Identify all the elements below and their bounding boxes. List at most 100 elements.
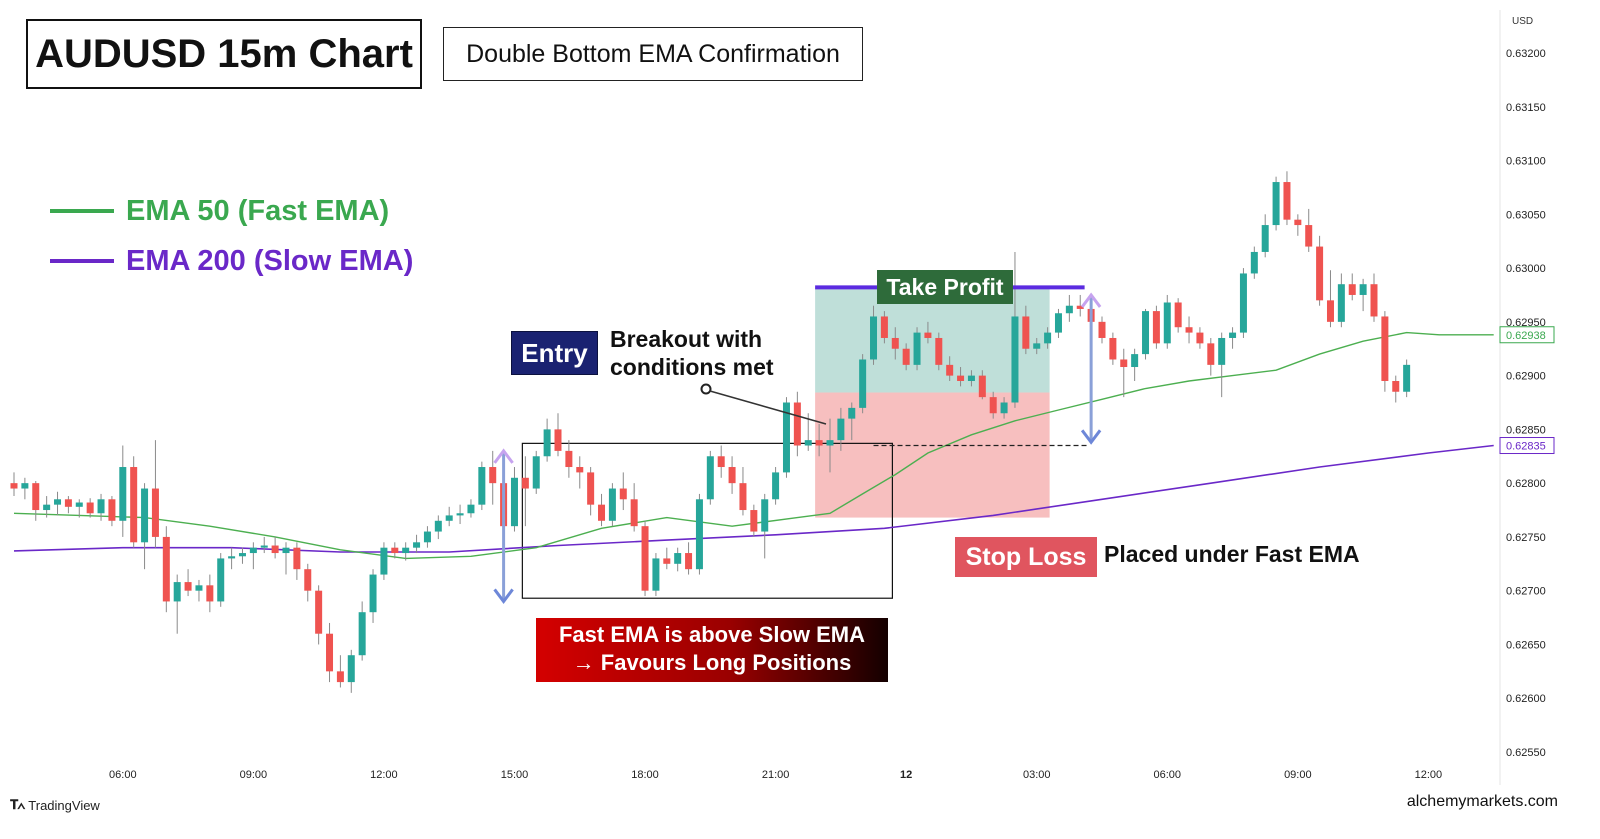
candle-body — [717, 456, 725, 468]
candle-body — [86, 502, 94, 514]
candle-body — [750, 510, 758, 532]
candle — [1065, 294, 1073, 322]
axis-currency: USD — [1512, 16, 1534, 27]
candle-body — [64, 499, 72, 507]
candle-body — [326, 633, 334, 672]
candle-body — [989, 397, 997, 414]
slow-ema-price-label: 0.62835 — [1499, 437, 1555, 455]
candle — [554, 413, 562, 457]
candle-body — [1011, 316, 1019, 403]
candle — [891, 327, 899, 360]
candle — [260, 536, 268, 554]
candle — [924, 321, 932, 344]
candle — [935, 332, 943, 371]
pointer-dot — [700, 383, 712, 395]
candle-body — [826, 440, 834, 446]
candle — [1305, 208, 1313, 252]
measure-arrow-head-up — [493, 448, 514, 464]
candle — [1044, 327, 1052, 349]
legend: EMA 50 (Fast EMA) EMA 200 (Slow EMA) — [50, 186, 413, 286]
candle-body — [946, 364, 954, 376]
candle-body — [130, 467, 138, 543]
candle — [1011, 251, 1019, 408]
tradingview-logo: 𝐓∧ TradingView — [10, 797, 100, 813]
time-tick-label: 03:00 — [1023, 769, 1051, 781]
candle-body — [228, 556, 236, 559]
candle-body — [141, 488, 149, 543]
candle-body — [75, 502, 83, 507]
candle-body — [10, 483, 18, 489]
time-tick-label: 09:00 — [240, 769, 268, 781]
candle — [1131, 348, 1139, 381]
trade-zones — [815, 287, 1050, 518]
candle — [750, 504, 758, 537]
candle — [1261, 214, 1269, 258]
candle — [1000, 397, 1008, 419]
candle-body — [630, 499, 638, 527]
candle — [151, 440, 159, 548]
candle — [369, 569, 377, 623]
candle — [1098, 316, 1106, 344]
candle — [1109, 332, 1117, 365]
candle — [706, 450, 714, 505]
candle — [162, 526, 170, 613]
candle — [1033, 337, 1041, 355]
site-watermark: alchemymarkets.com — [1406, 793, 1558, 810]
legend-item-slow-ema: EMA 200 (Slow EMA) — [50, 236, 413, 286]
price-tick-label: 0.62950 — [1506, 317, 1546, 329]
candle — [859, 354, 867, 414]
candle — [413, 534, 421, 554]
candle-body — [32, 483, 40, 511]
candle-body — [870, 316, 878, 360]
take-profit-label: Take Profit — [877, 270, 1013, 304]
candle-body — [554, 429, 562, 451]
candle — [1316, 235, 1324, 306]
candle — [1152, 305, 1160, 349]
time-tick-label: 12 — [900, 769, 912, 781]
price-axis: 0.63200 0.63150 0.63100 0.63050 0.63000 0.629… — [1499, 48, 1555, 759]
candle — [587, 467, 595, 516]
candle-body — [1142, 311, 1150, 355]
candle — [619, 472, 627, 511]
candle — [1348, 273, 1356, 301]
candle-body — [162, 536, 170, 602]
candle-body — [663, 558, 671, 564]
candle — [75, 499, 83, 518]
ema-lines — [13, 331, 1494, 560]
candle — [598, 493, 606, 527]
measure-arrow — [1080, 292, 1102, 445]
candle-body — [891, 337, 899, 349]
candle-body — [1131, 354, 1139, 368]
ema-condition-line1: Fast EMA is above Slow EMA — [558, 622, 866, 647]
legend-swatch-fast-ema — [50, 209, 114, 213]
pattern-box — [521, 442, 893, 599]
candle-body — [97, 499, 105, 514]
candle-body — [358, 612, 366, 656]
price-tick-label: 0.62650 — [1506, 639, 1546, 651]
candle — [195, 579, 203, 602]
candle — [119, 445, 127, 537]
candle — [510, 467, 518, 532]
candle — [282, 542, 290, 575]
candle — [10, 472, 18, 497]
candle-body — [641, 526, 649, 591]
candle — [1229, 327, 1237, 349]
price-label-box — [1499, 326, 1555, 344]
candle-body — [848, 407, 856, 419]
candle — [326, 622, 334, 683]
candle — [249, 542, 257, 570]
candle-body — [587, 472, 595, 505]
candle-body — [1229, 332, 1237, 338]
price-label-box — [1499, 437, 1555, 455]
measure-arrow-head-up — [1080, 292, 1102, 308]
candle-body — [1294, 219, 1302, 226]
candle-body — [434, 520, 442, 532]
candle-body — [467, 504, 475, 514]
candle-body — [1000, 402, 1008, 414]
candle-body — [1403, 364, 1411, 392]
candle-body — [739, 483, 747, 511]
candle-body — [1109, 337, 1117, 360]
candle-body — [1316, 246, 1324, 301]
candle-body — [1185, 327, 1193, 333]
candle-body — [347, 655, 355, 683]
